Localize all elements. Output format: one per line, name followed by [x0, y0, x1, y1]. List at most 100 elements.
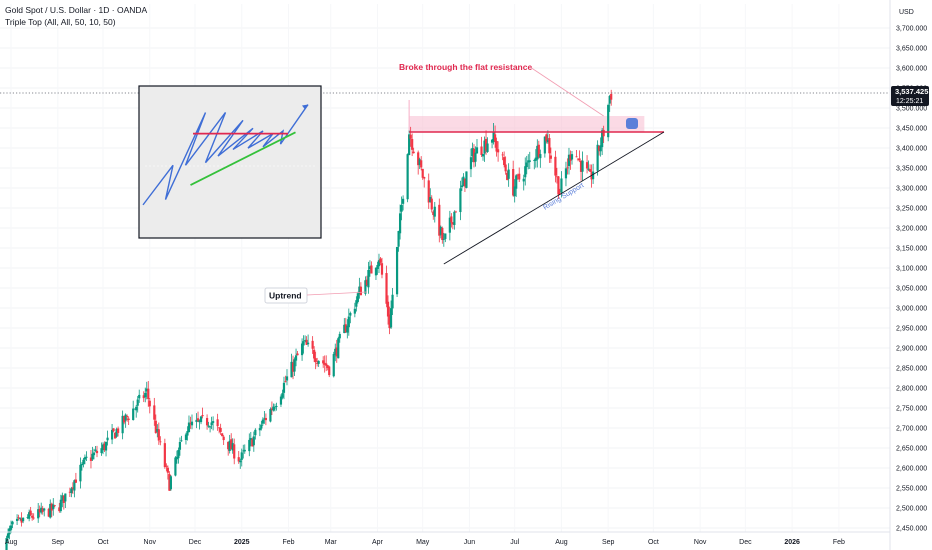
- candle-body: [513, 186, 516, 197]
- price-tick-label: 3,300.000: [896, 186, 927, 193]
- candle-body: [451, 222, 454, 225]
- candle-body: [83, 457, 87, 460]
- candle-body: [5, 538, 8, 550]
- candle-body: [282, 382, 286, 393]
- candle-body: [94, 449, 97, 451]
- candle-body: [536, 145, 539, 160]
- candle-body: [386, 301, 390, 317]
- candle-body: [82, 459, 85, 465]
- candle-body: [242, 450, 245, 452]
- candle-body: [11, 521, 14, 525]
- candle-body: [222, 436, 225, 441]
- candle-body: [323, 362, 326, 365]
- uptrend-callout-box: [264, 287, 308, 304]
- candle-body: [412, 151, 415, 154]
- price-tick-label: 3,100.000: [896, 266, 927, 273]
- price-tick-label: 2,700.000: [896, 426, 927, 433]
- candle-body: [592, 171, 595, 180]
- candle-body: [465, 171, 468, 188]
- candle-body: [397, 231, 400, 247]
- time-tick-label: Sep: [52, 539, 65, 546]
- candle-body: [302, 341, 305, 346]
- candle-body: [305, 339, 308, 345]
- candle-body: [121, 415, 124, 434]
- time-tick-label: 2026: [784, 539, 800, 546]
- candle-body: [135, 406, 138, 411]
- candle-body: [74, 479, 77, 483]
- candle-body: [471, 148, 474, 157]
- candle-body: [506, 172, 509, 180]
- candle-body: [62, 495, 65, 503]
- candle-body: [337, 338, 340, 359]
- candle-body: [576, 158, 580, 160]
- candle-body: [325, 363, 328, 366]
- candle-body: [269, 408, 272, 422]
- time-tick-label: Oct: [648, 539, 659, 546]
- candle-body: [474, 152, 477, 162]
- time-tick-label: Feb: [282, 539, 294, 546]
- candle-body: [459, 188, 462, 213]
- time-tick-label: Aug: [555, 539, 568, 546]
- candle-body: [233, 444, 236, 459]
- candle-body: [91, 453, 94, 460]
- candle-body: [389, 308, 393, 328]
- time-tick-label: Apr: [372, 539, 384, 546]
- candle-body: [133, 408, 136, 410]
- candle-body: [178, 441, 182, 450]
- candle-body: [231, 443, 234, 451]
- price-tick-label: 2,650.000: [896, 446, 927, 453]
- candle-body: [251, 439, 254, 447]
- time-tick-label: Mar: [325, 539, 338, 546]
- candle-body: [368, 266, 372, 270]
- price-tick-label: 3,450.000: [896, 126, 927, 133]
- last-price-label: 3,537.425: [895, 87, 928, 96]
- time-axis[interactable]: Aug Sep Oct Nov Dec 2025 Feb Mar Apr May Jun Jul Aug…: [0, 531, 890, 546]
- candle-body: [20, 518, 23, 523]
- price-tick-label: 3,000.000: [896, 306, 927, 313]
- symbol-title[interactable]: Gold Spot / U.S. Dollar · 1D · OANDA: [5, 5, 148, 15]
- price-tick-label: 3,350.000: [896, 166, 927, 173]
- candle-body: [602, 129, 605, 137]
- candle-body: [145, 388, 148, 392]
- candle-body: [501, 154, 504, 156]
- candle-body: [275, 405, 278, 408]
- candle-body: [50, 503, 53, 511]
- candle-body: [124, 414, 127, 421]
- price-tick-label: 2,500.000: [896, 506, 927, 513]
- pattern-lines-layer[interactable]: Rising Support Broke through the flat res…: [0, 62, 890, 304]
- candle-body: [237, 457, 240, 462]
- price-tick-label: 3,200.000: [896, 226, 927, 233]
- rising-support-label: Rising Support: [542, 182, 585, 212]
- candle-body: [567, 154, 571, 167]
- time-tick-label: 2025: [234, 539, 250, 546]
- price-tick-label: 2,450.000: [896, 526, 927, 533]
- candle-body: [15, 518, 19, 521]
- candle-body: [314, 358, 317, 363]
- candle-body: [168, 474, 171, 491]
- price-axis[interactable]: USD 2,450.000 2,500.000 2,550.000 2,600.000 2…: [889, 0, 932, 550]
- candle-body: [243, 449, 246, 452]
- candle-body: [391, 294, 394, 309]
- candle-body: [80, 463, 84, 466]
- time-tick-label: Feb: [833, 539, 845, 546]
- indicator-legend[interactable]: Triple Top (All, All, 50, 10, 50): [5, 17, 116, 27]
- time-tick-label: Dec: [189, 539, 202, 546]
- candle-body: [564, 168, 568, 179]
- candle-body: [68, 491, 71, 493]
- candle-body: [196, 418, 200, 421]
- candle-body: [112, 428, 115, 432]
- candle-body: [26, 517, 29, 519]
- candle-body: [294, 355, 298, 361]
- price-tick-label: 2,800.000: [896, 386, 927, 393]
- candle-body: [101, 444, 105, 451]
- candle-body: [560, 178, 563, 193]
- candle-body: [205, 418, 209, 426]
- pattern-marker-icon: [626, 118, 638, 129]
- candle-body: [31, 515, 34, 518]
- candle-body: [254, 429, 257, 436]
- candle-body: [207, 425, 210, 427]
- pattern-inset-box: [138, 85, 322, 239]
- candle-body: [153, 405, 156, 420]
